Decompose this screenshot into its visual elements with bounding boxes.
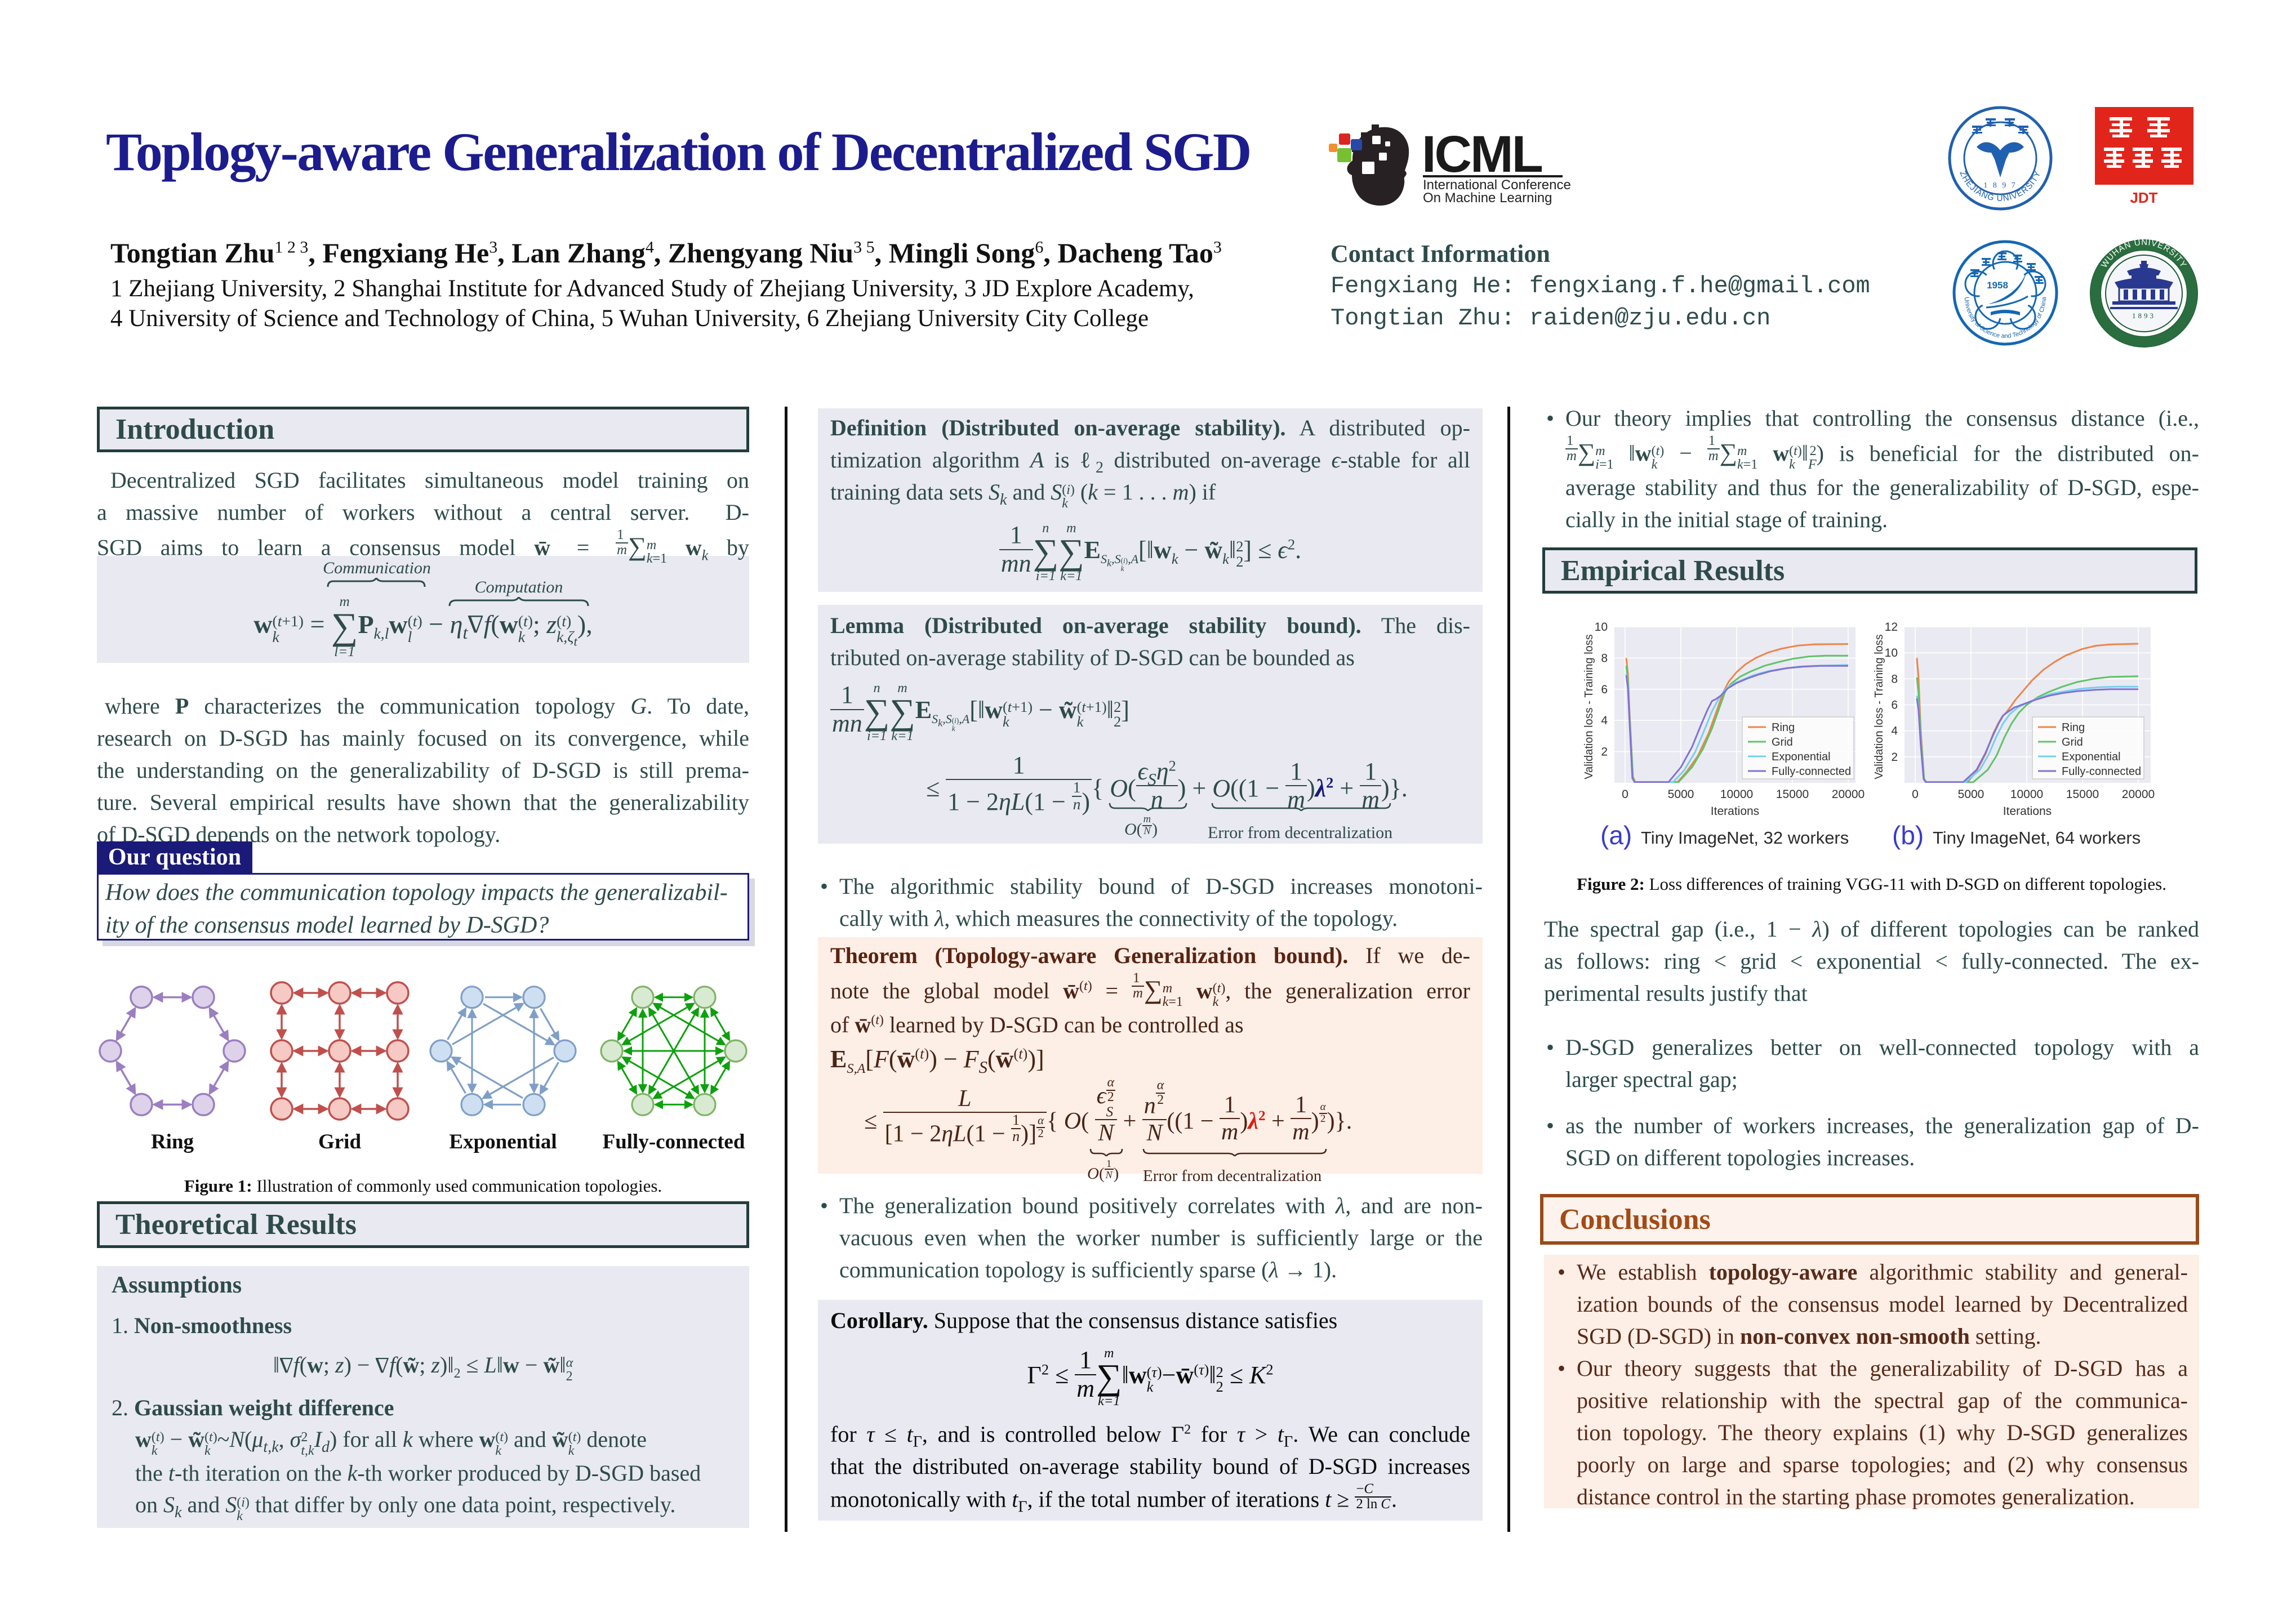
svg-text:4: 4	[1601, 714, 1608, 727]
svg-text:1893: 1893	[2132, 311, 2156, 320]
svg-text:0: 0	[1622, 788, 1628, 801]
svg-text:Grid: Grid	[2062, 736, 2083, 748]
svg-text:5000: 5000	[1958, 788, 1984, 801]
svg-text:Grid: Grid	[1772, 736, 1793, 748]
svg-text:4: 4	[1891, 725, 1898, 738]
svg-text:10000: 10000	[1720, 788, 1753, 801]
svg-text:Iterations: Iterations	[2003, 805, 2052, 818]
svg-text:Exponential: Exponential	[2062, 751, 2121, 763]
svg-text:15000: 15000	[1776, 788, 1809, 801]
svg-text:JDT: JDT	[2130, 189, 2157, 206]
svg-text:1958: 1958	[1987, 280, 2008, 291]
svg-text:Exponential: Exponential	[1772, 751, 1831, 763]
svg-text:8: 8	[1601, 652, 1608, 665]
svg-text:8: 8	[1891, 672, 1898, 685]
svg-text:International Conference: International Conference	[1423, 177, 1571, 193]
svg-text:5000: 5000	[1668, 788, 1694, 801]
svg-text:ICML: ICML	[1422, 126, 1542, 183]
svg-text:6: 6	[1891, 699, 1898, 712]
svg-text:10: 10	[1885, 647, 1898, 660]
svg-text:Fully-connected: Fully-connected	[1772, 765, 1851, 778]
svg-text:Validation loss - Training los: Validation loss - Training loss	[1583, 634, 1595, 779]
svg-text:Ring: Ring	[2062, 721, 2085, 734]
svg-text:Validation loss - Training los: Validation loss - Training loss	[1873, 634, 1885, 779]
svg-text:Ring: Ring	[1772, 721, 1795, 734]
svg-text:Fully-connected: Fully-connected	[2062, 765, 2141, 778]
svg-text:2: 2	[1891, 751, 1898, 764]
svg-text:1 8 9 7: 1 8 9 7	[1983, 181, 2017, 190]
svg-text:On Machine Learning: On Machine Learning	[1423, 190, 1552, 206]
svg-text:10: 10	[1595, 621, 1608, 634]
svg-text:20000: 20000	[2122, 788, 2155, 801]
svg-text:2: 2	[1601, 746, 1608, 759]
svg-text:6: 6	[1601, 683, 1608, 696]
svg-text:10000: 10000	[2010, 788, 2043, 801]
svg-text:20000: 20000	[1832, 788, 1865, 801]
svg-text:Iterations: Iterations	[1711, 805, 1759, 818]
svg-text:12: 12	[1885, 621, 1898, 634]
svg-text:15000: 15000	[2066, 788, 2099, 801]
svg-text:0: 0	[1912, 788, 1919, 801]
